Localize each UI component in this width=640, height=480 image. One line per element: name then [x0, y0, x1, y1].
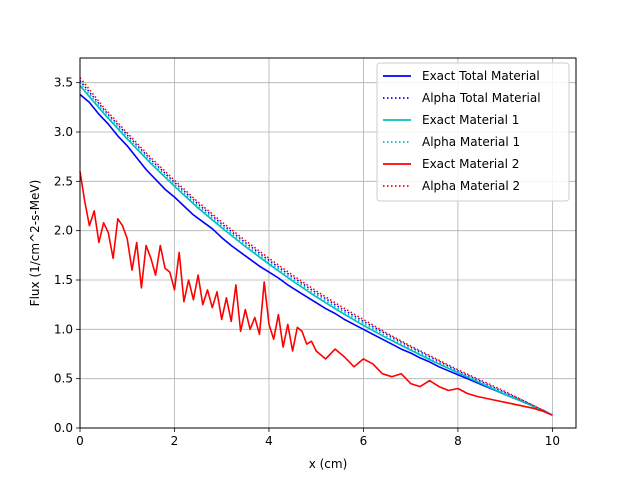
- x-tick-label: 8: [454, 434, 462, 448]
- y-tick-label: 2.5: [54, 174, 73, 188]
- x-tick-label: 0: [76, 434, 84, 448]
- y-tick-label: 1.5: [54, 273, 73, 287]
- axes-frame: [79, 57, 577, 429]
- ticks: 0 2 4 6 8 10 0.0 0.5 1.0 1.5 2.0 2.5 3.0 3.5: [54, 76, 560, 448]
- legend-box: [376, 62, 570, 202]
- x-axis-label: x (cm): [309, 457, 348, 471]
- series-line-1: [79, 93, 553, 416]
- y-tick-label: 2.0: [54, 224, 73, 238]
- legend: Exact Total Material Alpha Total Material…: [376, 62, 570, 202]
- legend-label: Alpha Total Material: [422, 91, 541, 105]
- x-tick-label: 6: [360, 434, 368, 448]
- legend-label: Exact Material 1: [422, 113, 519, 127]
- series-line-2: [79, 80, 553, 416]
- series-line-4: [79, 82, 553, 416]
- y-tick-label: 3.5: [54, 76, 73, 90]
- x-tick-label: 2: [171, 434, 179, 448]
- x-tick-label: 10: [545, 434, 560, 448]
- y-tick-label: 0.0: [54, 421, 73, 435]
- legend-label: Alpha Material 2: [422, 179, 520, 193]
- y-tick-label: 0.5: [54, 372, 73, 386]
- y-axis-label: Flux (1/cm^2-s-MeV): [28, 180, 42, 307]
- y-tick-label: 3.0: [54, 125, 73, 139]
- legend-label: Alpha Material 1: [422, 135, 520, 149]
- y-tick-label: 1.0: [54, 322, 73, 336]
- series-line-5: [79, 171, 553, 416]
- legend-label: Exact Material 2: [422, 157, 519, 171]
- series-line-3: [79, 85, 553, 416]
- legend-label: Exact Total Material: [422, 69, 540, 83]
- series-layer: [79, 77, 553, 416]
- x-tick-label: 4: [265, 434, 273, 448]
